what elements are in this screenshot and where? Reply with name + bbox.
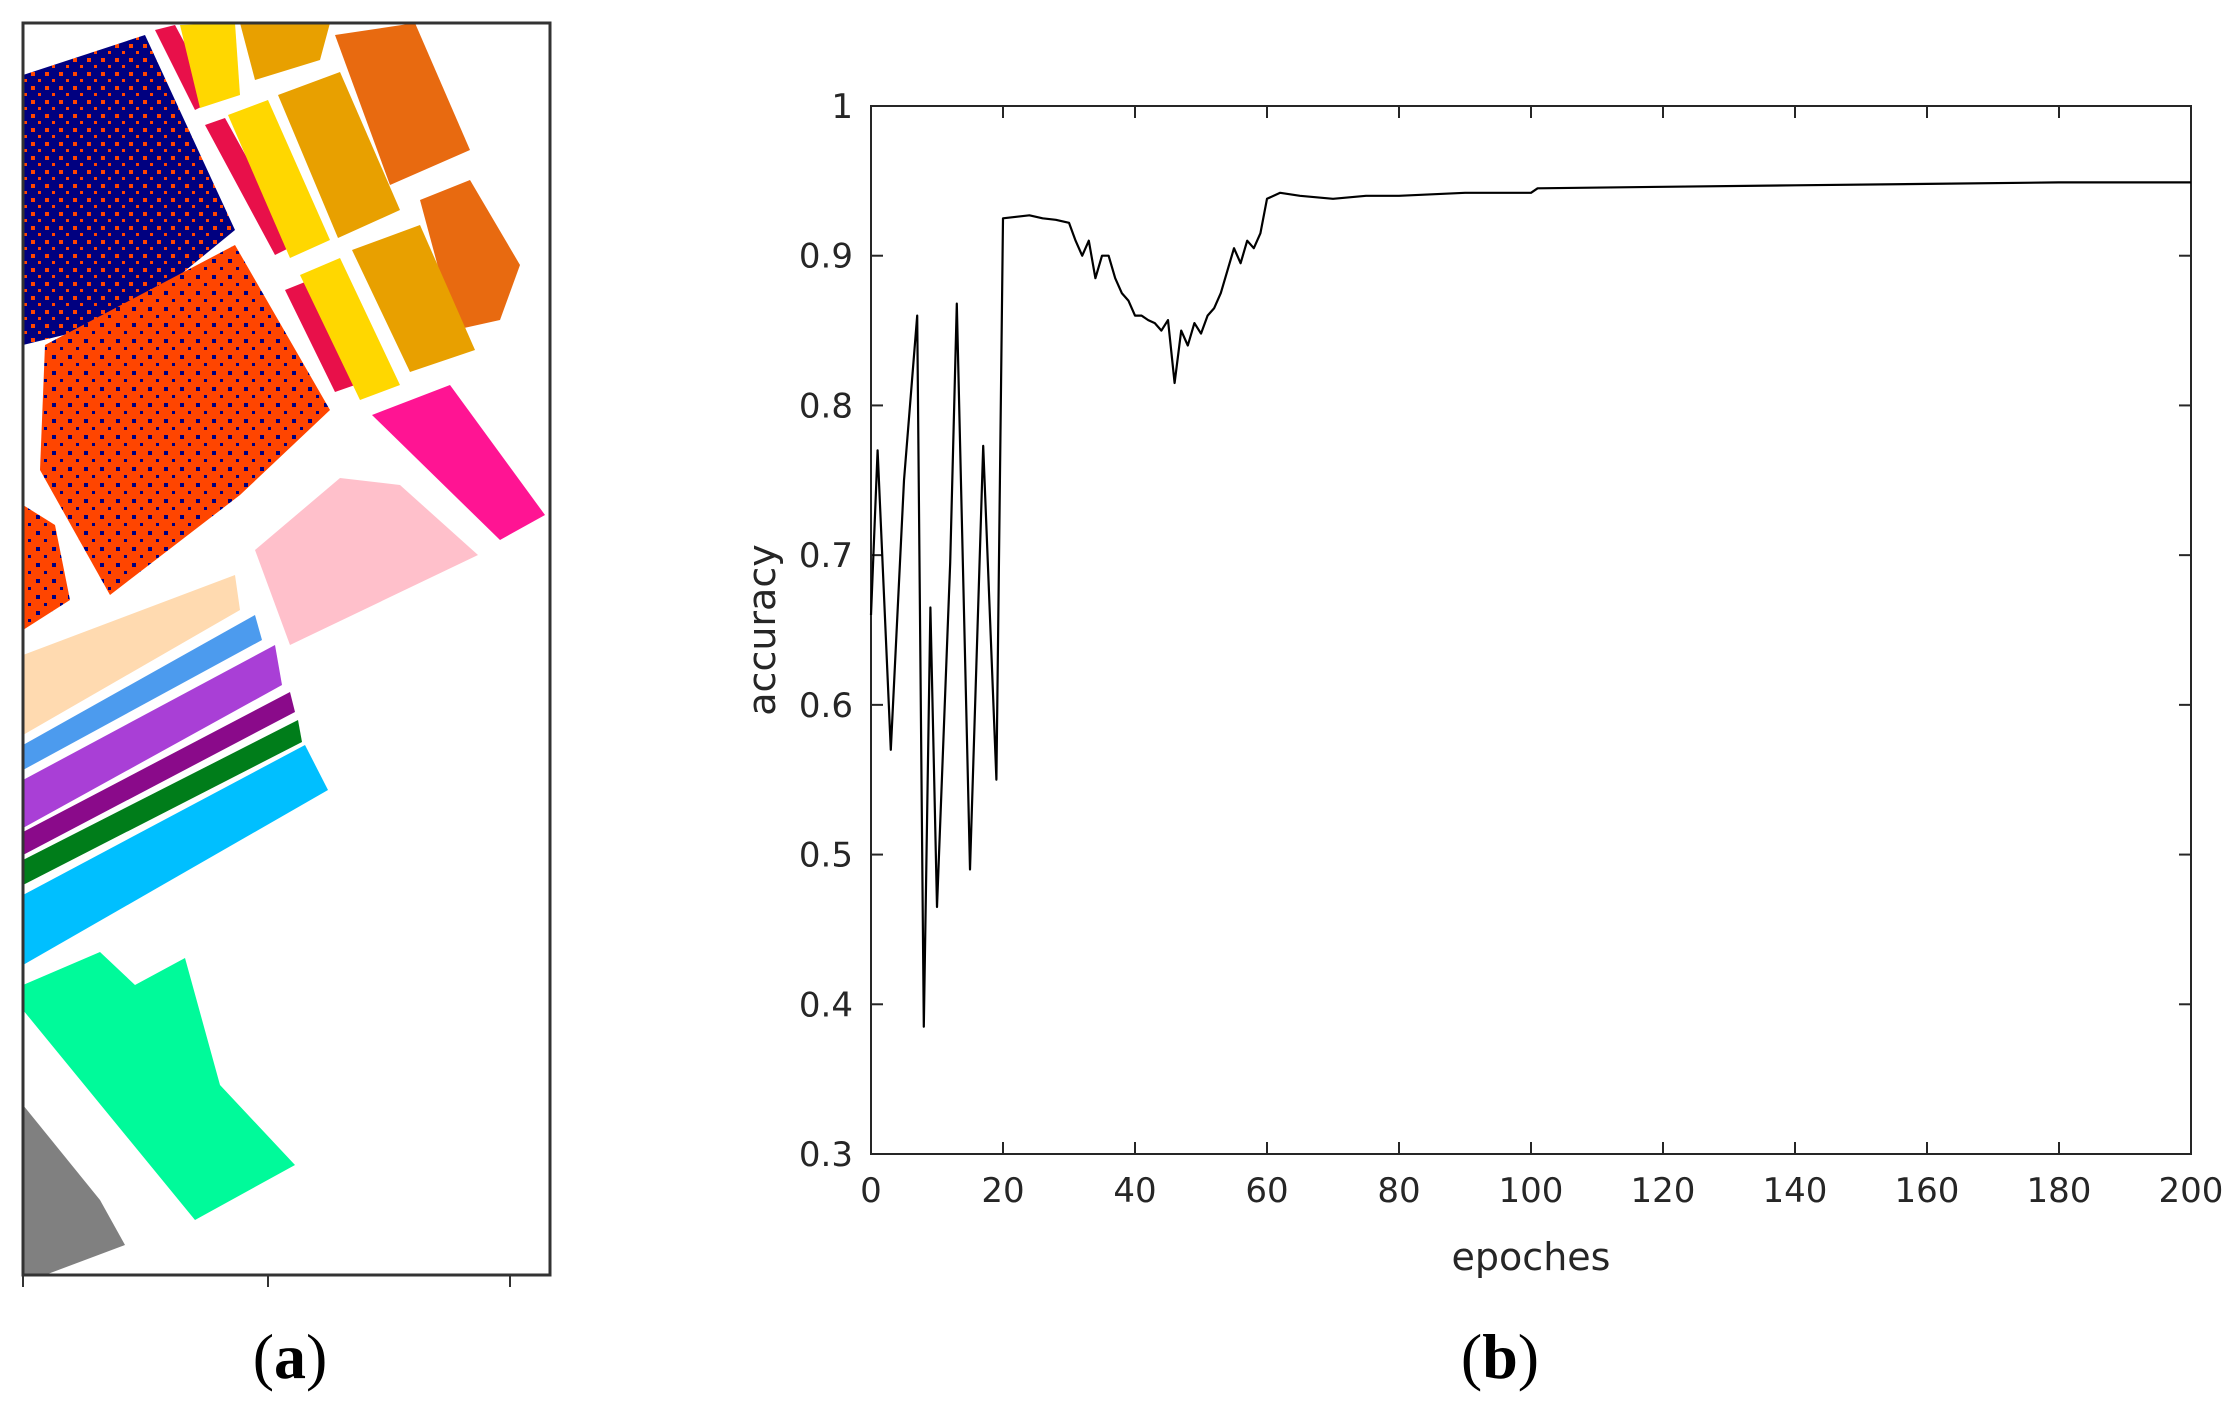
map-region-pink	[255, 478, 478, 645]
y-axis-ticks	[871, 105, 2191, 1155]
map-region-gold-2	[228, 100, 330, 258]
x-tick-label: 100	[1499, 1171, 1564, 1211]
map-region-amber-2	[278, 72, 400, 238]
panel-label-b: (b)	[1461, 1321, 1539, 1392]
x-tick-label: 200	[2159, 1171, 2224, 1211]
classification-map-panel	[21, 21, 552, 1287]
y-tick-label: 0.7	[799, 536, 853, 576]
y-tick-label: 0.5	[799, 836, 853, 876]
map-region-sky-blue-strip	[23, 745, 328, 965]
x-axis-tick-labels: 0 20 40 60 80 100 120 140 160 180 200	[860, 1171, 2223, 1211]
series-line-accuracy	[869, 181, 2191, 1028]
x-axis-ticks	[870, 106, 2192, 1154]
map-region-blue-strip	[23, 615, 262, 770]
panel-label-a: (a)	[253, 1321, 328, 1392]
map-region-amber-3	[352, 225, 475, 372]
map-region-grey	[23, 1105, 125, 1275]
x-tick-label: 60	[1245, 1171, 1288, 1211]
x-tick-label: 40	[1113, 1171, 1156, 1211]
x-tick-label: 0	[860, 1171, 882, 1211]
map-region-dark-orange-1	[335, 23, 470, 185]
y-tick-label: 0.3	[799, 1135, 853, 1175]
y-tick-label: 0.9	[799, 237, 853, 277]
map-region-orange-red	[40, 245, 330, 595]
map-region-red-strip-3	[285, 282, 355, 392]
map-region-dark-purple-strip	[23, 692, 295, 855]
map-region-gold-1	[180, 23, 240, 108]
y-tick-label: 0.6	[799, 686, 853, 726]
y-axis-tick-labels: 0.3 0.4 0.5 0.6 0.7 0.8 0.9 1	[799, 87, 853, 1175]
map-frame	[21, 21, 552, 1277]
map-region-green-strip	[23, 720, 302, 885]
y-axis-title: accuracy	[740, 544, 784, 715]
y-tick-label: 0.4	[799, 985, 853, 1025]
y-tick-label: 0.8	[799, 386, 853, 426]
map-region-amber-1	[240, 23, 330, 80]
x-tick-label: 20	[981, 1171, 1024, 1211]
map-region-red-strip-2	[205, 118, 295, 255]
x-tick-label: 80	[1377, 1171, 1420, 1211]
x-axis-title: epoches	[1452, 1235, 1611, 1279]
map-region-gold-3	[300, 258, 400, 400]
accuracy-chart: 0 20 40 60 80 100 120 140 160 180 200 0.3 0.4 0.5 0.6…	[740, 87, 2223, 1279]
map-region-peach-strip	[23, 575, 240, 735]
map-region-navy	[23, 35, 235, 345]
map-region-orange-red-edge	[23, 505, 70, 630]
map-region-magenta	[372, 385, 545, 540]
x-tick-label: 120	[1631, 1171, 1696, 1211]
x-tick-label: 180	[2027, 1171, 2092, 1211]
y-tick-label: 1	[831, 87, 853, 127]
plot-area	[870, 105, 2192, 1155]
x-tick-label: 140	[1763, 1171, 1828, 1211]
map-region-spring-green	[23, 952, 295, 1220]
map-region-purple-strip	[23, 645, 282, 828]
x-tick-label: 160	[1895, 1171, 1960, 1211]
